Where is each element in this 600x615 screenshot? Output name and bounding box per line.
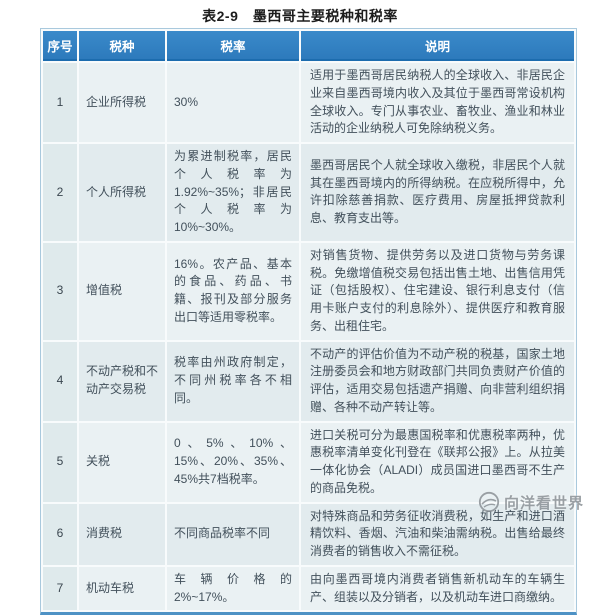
cell-type: 消费税 [79, 503, 165, 565]
cell-desc: 不动产的评估价值为不动产税的税基，国家土地注册委员会和地方财政部门共同负责财产价… [301, 341, 574, 421]
cell-rate: 30% [167, 63, 299, 142]
globe-logo-icon [478, 491, 500, 513]
cell-type: 机动车税 [79, 566, 165, 611]
cell-desc: 对销售货物、提供劳务以及进口货物与劳务课税。免缴增值税交易包括出售土地、出售信用… [301, 242, 574, 340]
header-cell-desc: 说明 [301, 31, 574, 61]
tax-table: 序号 税种 税率 说明 1 企业所得税 30% 适用于墨西哥居民纳税人的全球收入… [41, 29, 576, 612]
cell-desc: 进口关税可分为最惠国税率和优惠税率两种，优惠税率清单变化刊登在《联邦公报》上。从… [301, 422, 574, 502]
table-row: 3 增值税 16%。农产品、基本的食品、药品、书籍、报刊及部分服务出口等适用零税… [43, 242, 574, 340]
watermark-text: 向洋看世界 [503, 494, 584, 512]
cell-no: 4 [43, 341, 77, 421]
header-cell-rate: 税率 [167, 31, 299, 61]
header-cell-no: 序号 [43, 31, 77, 61]
cell-type: 增值税 [79, 242, 165, 340]
cell-desc: 由向墨西哥境内消费者销售新机动车的车辆生产、组装以及分销者，以及机动车进口商缴纳… [301, 566, 574, 611]
header-cell-type: 税种 [79, 31, 165, 61]
cell-desc: 墨西哥居民个人就全球收入缴税，非居民个人就其在墨西哥境内的所得纳税。在应税所得中… [301, 144, 574, 241]
cell-desc: 适用于墨西哥居民纳税人的全球收入、非居民企业来自墨西哥境内收入及其位于墨西哥常设… [301, 63, 574, 142]
tax-table-container: 序号 税种 税率 说明 1 企业所得税 30% 适用于墨西哥居民纳税人的全球收入… [40, 28, 577, 615]
table-row: 5 关税 0、5%、10%、15%、20%、35%、45%共7档税率。 进口关税… [43, 422, 574, 502]
cell-type: 个人所得税 [79, 144, 165, 241]
cell-rate: 车辆价格的2%~17%。 [167, 566, 299, 611]
table-header-row: 序号 税种 税率 说明 [43, 31, 574, 61]
table-row: 1 企业所得税 30% 适用于墨西哥居民纳税人的全球收入、非居民企业来自墨西哥境… [43, 63, 574, 142]
cell-no: 5 [43, 422, 77, 502]
cell-rate: 税率由州政府制定，不同州税率各不相同。 [167, 341, 299, 421]
cell-no: 6 [43, 503, 77, 565]
page-title: 表2-9 墨西哥主要税种和税率 [202, 8, 398, 24]
cell-type: 企业所得税 [79, 63, 165, 142]
cell-type: 不动产税和不动产交易税 [79, 341, 165, 421]
cell-no: 7 [43, 566, 77, 611]
cell-rate: 为累进制税率，居民个人税率为1.92%~35%；非居民个人税率为10%~30%。 [167, 144, 299, 241]
table-row: 2 个人所得税 为累进制税率，居民个人税率为1.92%~35%；非居民个人税率为… [43, 144, 574, 241]
cell-type: 关税 [79, 422, 165, 502]
cell-no: 1 [43, 63, 77, 142]
table-row: 4 不动产税和不动产交易税 税率由州政府制定，不同州税率各不相同。 不动产的评估… [43, 341, 574, 421]
cell-rate: 不同商品税率不同 [167, 503, 299, 565]
watermark: 向洋看世界 [478, 491, 584, 513]
cell-no: 3 [43, 242, 77, 340]
cell-no: 2 [43, 144, 77, 241]
cell-rate: 0、5%、10%、15%、20%、35%、45%共7档税率。 [167, 422, 299, 502]
cell-rate: 16%。农产品、基本的食品、药品、书籍、报刊及部分服务出口等适用零税率。 [167, 242, 299, 340]
table-row: 7 机动车税 车辆价格的2%~17%。 由向墨西哥境内消费者销售新机动车的车辆生… [43, 566, 574, 611]
